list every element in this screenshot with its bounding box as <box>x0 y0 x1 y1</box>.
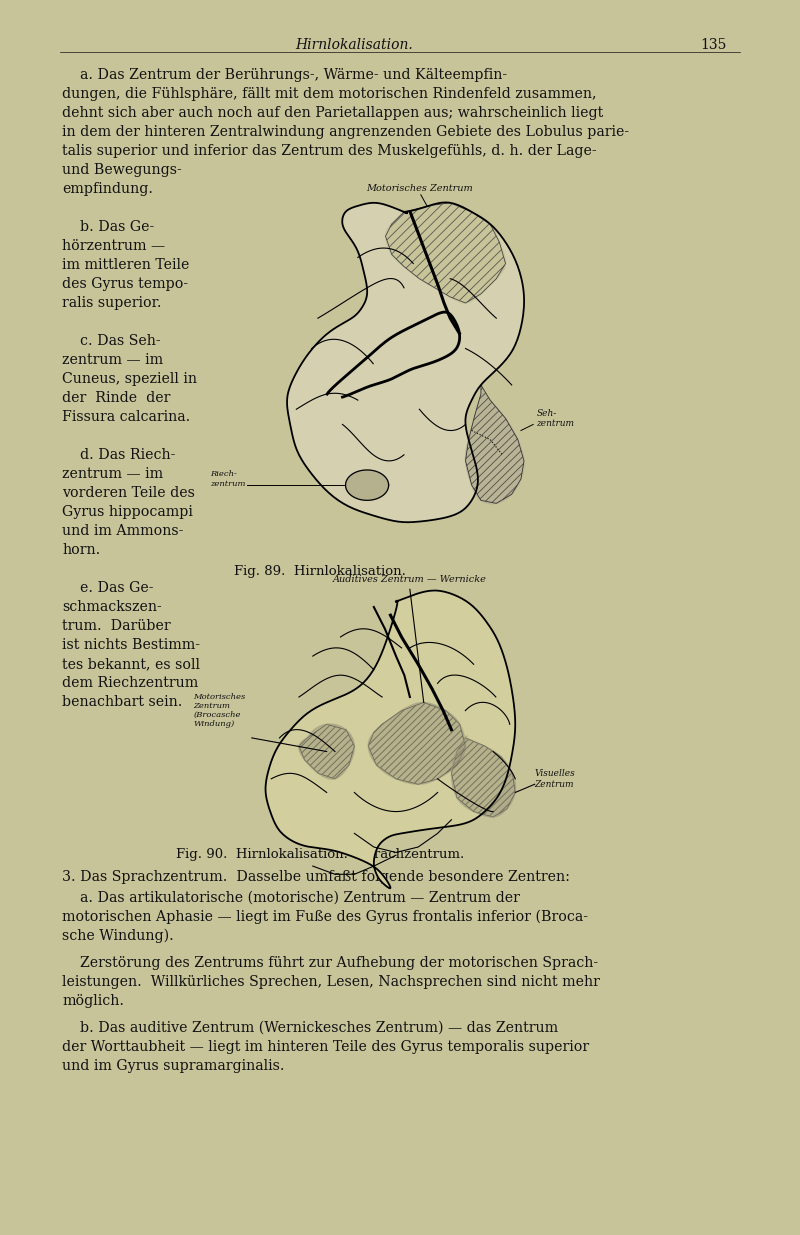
Text: empfindung.: empfindung. <box>62 182 153 196</box>
Text: b. Das Ge-: b. Das Ge- <box>62 220 154 233</box>
Text: 3. Das Sprachzentrum.  Dasselbe umfaßt folgende besondere Zentren:: 3. Das Sprachzentrum. Dasselbe umfaßt fo… <box>62 869 570 884</box>
Text: horn.: horn. <box>62 543 100 557</box>
Text: des Gyrus tempo-: des Gyrus tempo- <box>62 277 188 291</box>
Text: leistungen.  Willkürliches Sprechen, Lesen, Nachsprechen sind nicht mehr: leistungen. Willkürliches Sprechen, Lese… <box>62 974 600 989</box>
Text: hörzentrum —: hörzentrum — <box>62 240 165 253</box>
Text: talis superior und inferior das Zentrum des Muskelgefühls, d. h. der Lage-: talis superior und inferior das Zentrum … <box>62 144 597 158</box>
Text: Zerstörung des Zentrums führt zur Aufhebung der motorischen Sprach-: Zerstörung des Zentrums führt zur Aufheb… <box>62 956 598 969</box>
Polygon shape <box>266 590 515 888</box>
Text: Fig. 90.  Hirnlokalisation.  Sprachzentrum.: Fig. 90. Hirnlokalisation. Sprachzentrum… <box>176 848 464 861</box>
Text: Cuneus, speziell in: Cuneus, speziell in <box>62 372 197 387</box>
Polygon shape <box>451 736 516 818</box>
Text: vorderen Teile des: vorderen Teile des <box>62 487 195 500</box>
Text: im mittleren Teile: im mittleren Teile <box>62 258 190 272</box>
Text: dehnt sich aber auch noch auf den Parietallappen aus; wahrscheinlich liegt: dehnt sich aber auch noch auf den Pariet… <box>62 106 603 120</box>
Text: zentrum — im: zentrum — im <box>62 467 163 480</box>
Text: 135: 135 <box>700 38 726 52</box>
Text: motorischen Aphasie — liegt im Fuße des Gyrus frontalis inferior (Broca-: motorischen Aphasie — liegt im Fuße des … <box>62 910 588 924</box>
Text: Auditives Zentrum — Wernicke: Auditives Zentrum — Wernicke <box>333 576 487 584</box>
Text: sche Windung).: sche Windung). <box>62 929 174 944</box>
Text: in dem der hinteren Zentralwindung angrenzenden Gebiete des Lobulus parie-: in dem der hinteren Zentralwindung angre… <box>62 125 629 140</box>
Text: Visuelles
Zentrum: Visuelles Zentrum <box>534 769 575 788</box>
Text: möglich.: möglich. <box>62 994 124 1008</box>
Text: Riech-
zentrum: Riech- zentrum <box>210 471 246 488</box>
Text: c. Das Seh-: c. Das Seh- <box>62 333 161 348</box>
Text: b. Das auditive Zentrum (Wernickesches Zentrum) — das Zentrum: b. Das auditive Zentrum (Wernickesches Z… <box>62 1021 558 1035</box>
Text: Motorisches Zentrum: Motorisches Zentrum <box>366 184 473 193</box>
Text: e. Das Ge-: e. Das Ge- <box>62 580 154 595</box>
Text: Motorisches
Zentrum
(Brocasche
Windung): Motorisches Zentrum (Brocasche Windung) <box>194 693 246 729</box>
Polygon shape <box>346 471 389 500</box>
Text: ist nichts Bestimm-: ist nichts Bestimm- <box>62 638 200 652</box>
Text: der Worttaubheit — liegt im hinteren Teile des Gyrus temporalis superior: der Worttaubheit — liegt im hinteren Tei… <box>62 1040 589 1053</box>
Text: Hirnlokalisation.: Hirnlokalisation. <box>295 38 413 52</box>
Text: Fig. 89.  Hirnlokalisation.: Fig. 89. Hirnlokalisation. <box>234 564 406 578</box>
Text: d. Das Riech-: d. Das Riech- <box>62 448 175 462</box>
Text: dungen, die Fühlsphäre, fällt mit dem motorischen Rindenfeld zusammen,: dungen, die Fühlsphäre, fällt mit dem mo… <box>62 86 597 101</box>
Text: tes bekannt, es soll: tes bekannt, es soll <box>62 657 200 671</box>
Text: a. Das Zentrum der Berührungs-, Wärme- und Kälteempfin-: a. Das Zentrum der Berührungs-, Wärme- u… <box>62 68 507 82</box>
Text: der  Rinde  der: der Rinde der <box>62 391 170 405</box>
Text: und Bewegungs-: und Bewegungs- <box>62 163 182 177</box>
Text: benachbart sein.: benachbart sein. <box>62 695 182 709</box>
Text: a. Das artikulatorische (motorische) Zentrum — Zentrum der: a. Das artikulatorische (motorische) Zen… <box>62 890 520 905</box>
Text: dem Riechzentrum: dem Riechzentrum <box>62 676 198 690</box>
Text: Seh-
zentrum: Seh- zentrum <box>536 409 574 429</box>
Text: und im Ammons-: und im Ammons- <box>62 524 183 538</box>
Text: Fissura calcarina.: Fissura calcarina. <box>62 410 190 424</box>
Text: zentrum — im: zentrum — im <box>62 353 163 367</box>
Polygon shape <box>287 203 524 522</box>
Polygon shape <box>466 385 524 504</box>
Polygon shape <box>386 203 506 303</box>
Text: ralis superior.: ralis superior. <box>62 296 162 310</box>
Text: trum.  Darüber: trum. Darüber <box>62 619 170 634</box>
Text: schmackszen-: schmackszen- <box>62 600 162 614</box>
Polygon shape <box>298 724 354 779</box>
Text: und im Gyrus supramarginalis.: und im Gyrus supramarginalis. <box>62 1058 285 1073</box>
Text: Gyrus hippocampi: Gyrus hippocampi <box>62 505 193 519</box>
Polygon shape <box>368 703 466 784</box>
